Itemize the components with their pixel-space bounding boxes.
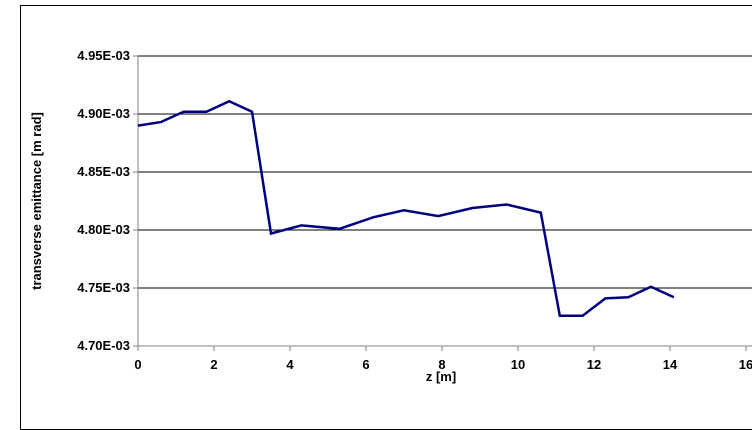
y-tick-label: 4.80E-03 xyxy=(77,222,130,237)
y-axis-ticks: 4.70E-03 4.75E-03 4.80E-03 4.85E-03 4.90E-03… xyxy=(77,48,138,353)
y-tick-label: 4.95E-03 xyxy=(77,48,130,63)
x-tick-label: 2 xyxy=(210,357,217,372)
y-tick-label: 4.75E-03 xyxy=(77,280,130,295)
x-tick-label: 16 xyxy=(739,357,752,372)
x-axis-title: z [m] xyxy=(426,369,456,384)
y-tick-label: 4.70E-03 xyxy=(77,338,130,353)
y-axis-title: transverse emittance [m rad] xyxy=(29,112,44,290)
y-tick-label: 4.90E-03 xyxy=(77,106,130,121)
x-tick-label: 8 xyxy=(438,357,445,372)
axes xyxy=(137,56,752,347)
x-tick-label: 12 xyxy=(587,357,601,372)
y-tick-label: 4.85E-03 xyxy=(77,164,130,179)
x-tick-label: 14 xyxy=(663,357,678,372)
x-tick-label: 6 xyxy=(362,357,369,372)
emittance-series-line xyxy=(137,99,675,318)
gridlines xyxy=(138,55,752,289)
plot-area xyxy=(138,56,752,346)
x-tick-label: 10 xyxy=(511,357,525,372)
x-axis-ticks: 0 2 4 6 8 10 12 14 16 xyxy=(134,346,752,372)
series-group xyxy=(137,99,675,318)
x-tick-label: 0 xyxy=(134,357,141,372)
x-tick-label: 4 xyxy=(286,357,294,372)
